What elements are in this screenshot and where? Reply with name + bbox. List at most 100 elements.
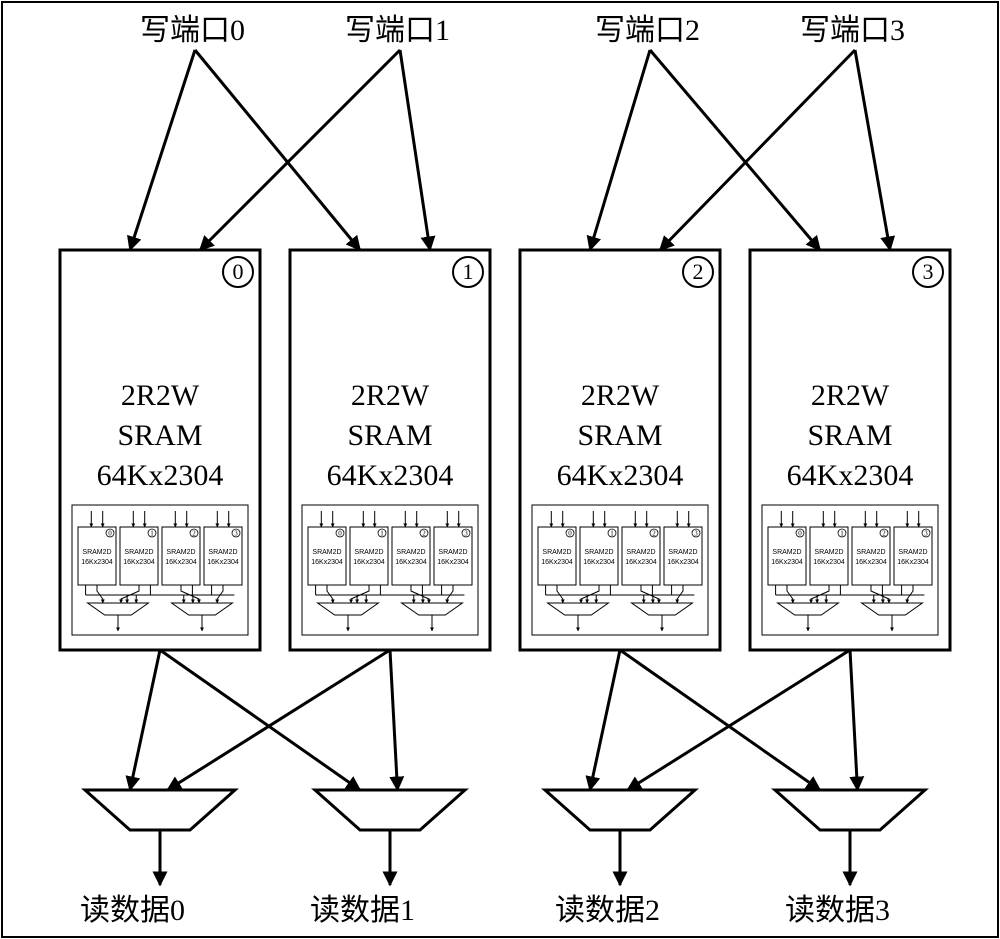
- mini-box-index: 1: [610, 530, 614, 538]
- mini-box-index: 3: [234, 530, 238, 538]
- block-text-line: SRAM: [347, 419, 432, 452]
- block-text-line: SRAM: [577, 419, 662, 452]
- block-index-label: 2: [693, 259, 704, 284]
- diagram-canvas: 写端口0写端口1写端口2写端口3 02R2WSRAM64Kx23040SRAM2…: [0, 0, 1000, 939]
- sram-block-1: 1 2R2W SRAM 64Kx2304 0 SRAM2D 16Kx2304 1 SRAM2D 1…: [290, 250, 490, 650]
- write-arrow: [130, 50, 195, 250]
- mini-box-label2: 16Kx2304: [667, 559, 699, 566]
- write-port-label-2: 写端口2: [595, 14, 700, 47]
- block-text-line: 2R2W: [351, 379, 430, 412]
- write-port-label-0: 写端口0: [140, 14, 245, 47]
- block-text-line: SRAM: [807, 419, 892, 452]
- block-text-line: 2R2W: [581, 379, 660, 412]
- block-text-line: 2R2W: [121, 379, 200, 412]
- read-arrows: [130, 650, 858, 790]
- read-arrow: [850, 650, 858, 790]
- mini-box-label2: 16Kx2304: [207, 559, 239, 566]
- read-data-label-1: 读数据1: [310, 894, 415, 927]
- read-data-label-2: 读数据2: [555, 894, 660, 927]
- block-index-label: 1: [463, 259, 474, 284]
- sram-block-0: 0 2R2W SRAM 64Kx2304 0 SRAM2D 16Kx2304 1 SRAM2D 1…: [60, 250, 260, 650]
- mini-box-index: 3: [924, 530, 928, 538]
- mux-1: [315, 790, 465, 830]
- write-arrow: [400, 50, 430, 250]
- mini-box-label1: SRAM2D: [166, 549, 195, 556]
- mux-0: [85, 790, 235, 830]
- sram-blocks: 02R2WSRAM64Kx23040SRAM2D16Kx23041SRAM2D1…: [60, 250, 950, 650]
- block-index-label: 0: [233, 259, 244, 284]
- mini-box-label1: SRAM2D: [354, 549, 383, 556]
- write-arrow: [200, 50, 400, 250]
- mini-box-index: 2: [422, 530, 426, 538]
- mux-outputs: [160, 830, 850, 885]
- mux-shapes: [85, 790, 925, 830]
- mini-box-index: 1: [150, 530, 154, 538]
- mini-box-label1: SRAM2D: [82, 549, 111, 556]
- mini-box-index: 1: [380, 530, 384, 538]
- mini-box-label2: 16Kx2304: [625, 559, 657, 566]
- mux-3: [775, 790, 925, 830]
- mini-box-label1: SRAM2D: [208, 549, 237, 556]
- mini-box-label2: 16Kx2304: [771, 559, 803, 566]
- sram-block-3: 32R2WSRAM64Kx23040SRAM2D16Kx23041SRAM2D1…: [750, 250, 950, 650]
- mini-box-label1: SRAM2D: [124, 549, 153, 556]
- mini-box-label1: SRAM2D: [584, 549, 613, 556]
- mini-box-index: 0: [798, 530, 802, 538]
- mini-box-label2: 16Kx2304: [437, 559, 469, 566]
- mini-box-label1: SRAM2D: [626, 549, 655, 556]
- read-labels: 读数据0 读数据1 读数据2 读数据3: [80, 894, 890, 927]
- read-arrow: [628, 650, 851, 790]
- write-port-label-1: 写端口1: [345, 14, 450, 47]
- write-arrows: [130, 50, 890, 250]
- write-arrow: [660, 50, 855, 250]
- mini-box-label1: SRAM2D: [856, 549, 885, 556]
- mini-box-label1: SRAM2D: [898, 549, 927, 556]
- mini-box-label2: 16Kx2304: [123, 559, 155, 566]
- mini-box-label2: 16Kx2304: [311, 559, 343, 566]
- block-text-line: 64Kx2304: [557, 459, 684, 492]
- mini-box-label1: SRAM2D: [814, 549, 843, 556]
- mini-box-label1: SRAM2D: [438, 549, 467, 556]
- mini-box-index: 0: [338, 530, 342, 538]
- read-data-label-3: 读数据3: [785, 894, 890, 927]
- read-arrow: [590, 650, 620, 790]
- write-arrow: [650, 50, 820, 250]
- mini-box-index: 2: [652, 530, 656, 538]
- mini-box-label2: 16Kx2304: [165, 559, 197, 566]
- write-arrow: [590, 50, 650, 250]
- block-text-line: 64Kx2304: [327, 459, 454, 492]
- read-data-label-0: 读数据0: [80, 894, 185, 927]
- mini-box-index: 3: [694, 530, 698, 538]
- block-text-line: SRAM: [117, 419, 202, 452]
- read-arrow: [130, 650, 160, 790]
- sram-block-2: 2 2R2W SRAM 64Kx2304 0 SRAM2D 16Kx2304 1 SRAM2D 1…: [520, 250, 720, 650]
- read-arrow: [620, 650, 820, 790]
- block-index-label: 3: [923, 259, 934, 284]
- mini-box-label2: 16Kx2304: [855, 559, 887, 566]
- mini-box-label1: SRAM2D: [668, 549, 697, 556]
- mini-box-index: 0: [568, 530, 572, 538]
- write-arrow: [855, 50, 890, 250]
- mini-box-label1: SRAM2D: [312, 549, 341, 556]
- mini-box-label2: 16Kx2304: [897, 559, 929, 566]
- mini-box-label2: 16Kx2304: [81, 559, 113, 566]
- write-arrow: [195, 50, 360, 250]
- mini-box-label1: SRAM2D: [772, 549, 801, 556]
- mini-box-label2: 16Kx2304: [353, 559, 385, 566]
- read-arrow: [160, 650, 360, 790]
- mini-box-label2: 16Kx2304: [813, 559, 845, 566]
- mini-box-index: 0: [108, 530, 112, 538]
- mux-2: [545, 790, 695, 830]
- mini-box-index: 2: [192, 530, 196, 538]
- write-port-labels: 写端口0 写端口1 写端口2 写端口3: [140, 14, 905, 47]
- block-text-line: 2R2W: [811, 379, 890, 412]
- mini-box-label2: 16Kx2304: [395, 559, 427, 566]
- mini-box-index: 1: [840, 530, 844, 538]
- read-arrow: [168, 650, 391, 790]
- mini-box-label2: 16Kx2304: [541, 559, 573, 566]
- mini-box-label1: SRAM2D: [396, 549, 425, 556]
- block-text-line: 64Kx2304: [97, 459, 224, 492]
- mini-box-label1: SRAM2D: [542, 549, 571, 556]
- write-port-label-3: 写端口3: [800, 14, 905, 47]
- mini-box-index: 3: [464, 530, 468, 538]
